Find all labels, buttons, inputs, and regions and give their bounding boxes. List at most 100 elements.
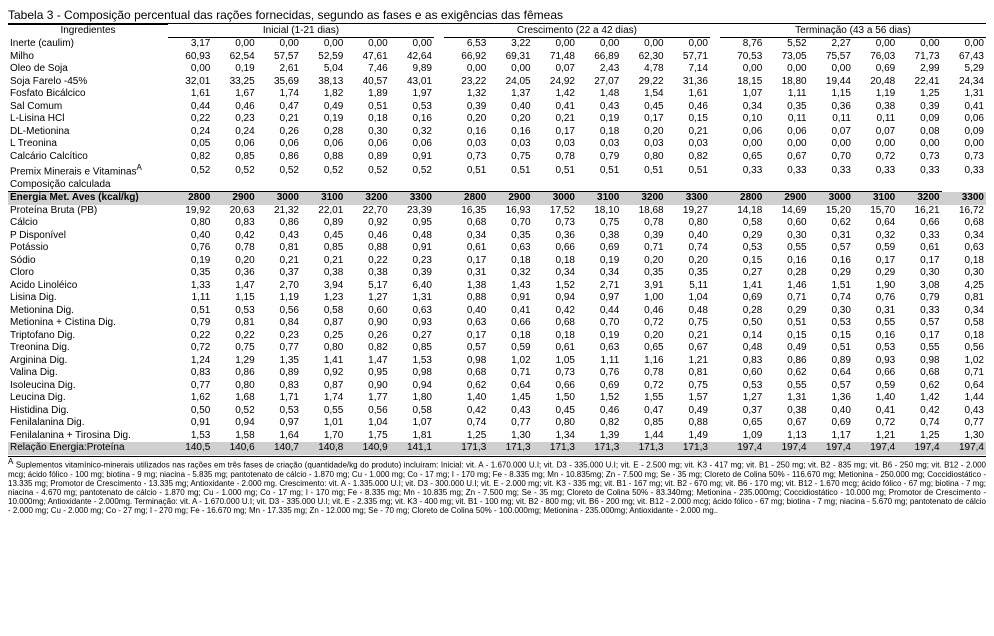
table-row: DL-Metionina0,240,240,260,280,300,320,16… (8, 126, 986, 139)
cell: 0,00 (764, 138, 808, 151)
cell: 1,13 (764, 430, 808, 443)
cell: 0,63 (942, 242, 986, 255)
cell: 0,44 (168, 101, 212, 114)
table-row: Isoleucina Dig.0,770,800,830,870,900,940… (8, 380, 986, 393)
cell: 0,71 (942, 367, 986, 380)
cell: 0,71 (621, 242, 665, 255)
cell: 3,94 (301, 280, 345, 293)
row-label: Triptofano Dig. (8, 330, 168, 343)
cell: 14,69 (764, 205, 808, 218)
cell: 0,00 (533, 38, 577, 51)
cell: 0,35 (764, 101, 808, 114)
cell: 0,80 (301, 342, 345, 355)
cell: 0,23 (212, 113, 256, 126)
cell: 1,90 (853, 280, 897, 293)
cell: 52,59 (301, 51, 345, 64)
table-row: Soja Farelo -45%32,0133,2535,6938,1340,5… (8, 76, 986, 89)
cell: 3,22 (488, 38, 532, 51)
cell: 0,21 (257, 113, 301, 126)
cell: 0,11 (764, 113, 808, 126)
cell: 1,54 (621, 88, 665, 101)
cell: 1,31 (390, 292, 434, 305)
cell: 0,66 (897, 217, 941, 230)
cell: 23,39 (390, 205, 434, 218)
cell: 0,48 (720, 342, 764, 355)
cell: 0,00 (301, 38, 345, 51)
cell: 141,1 (390, 442, 434, 455)
cell: 0,38 (764, 405, 808, 418)
cell: 1,11 (168, 292, 212, 305)
cell: 3300 (666, 192, 710, 205)
cell: 1,30 (942, 430, 986, 443)
cell: 0,21 (257, 255, 301, 268)
cell: 0,61 (533, 342, 577, 355)
cell: 2800 (444, 192, 488, 205)
cell: 0,43 (577, 101, 621, 114)
cell: 0,64 (809, 367, 853, 380)
cell: 0,36 (809, 101, 853, 114)
row-label: Treonina Dig. (8, 342, 168, 355)
cell: 0,40 (168, 230, 212, 243)
cell: 0,61 (897, 242, 941, 255)
cell: 0,87 (301, 380, 345, 393)
cell: 0,68 (897, 367, 941, 380)
cell: 0,35 (621, 267, 665, 280)
cell: 0,06 (720, 126, 764, 139)
cell: 0,03 (488, 138, 532, 151)
cell: 0,00 (621, 38, 665, 51)
cell: 0,18 (942, 330, 986, 343)
cell: 5,11 (666, 280, 710, 293)
cell: 0,49 (666, 405, 710, 418)
cell: 0,53 (212, 305, 256, 318)
cell: 0,24 (168, 126, 212, 139)
cell: 0,00 (809, 63, 853, 76)
cell: 1,55 (621, 392, 665, 405)
cell: 0,55 (301, 405, 345, 418)
cell: 1,44 (621, 430, 665, 443)
cell: 0,28 (720, 305, 764, 318)
cell: 0,51 (345, 101, 389, 114)
cell: 0,64 (942, 380, 986, 393)
cell: 0,30 (345, 126, 389, 139)
cell: 47,61 (345, 51, 389, 64)
cell: 0,90 (345, 380, 389, 393)
cell: 66,92 (444, 51, 488, 64)
cell: 1,31 (942, 88, 986, 101)
cell: 0,75 (666, 380, 710, 393)
cell: 0,37 (720, 405, 764, 418)
cell: 0,76 (853, 292, 897, 305)
cell: 0,46 (212, 101, 256, 114)
cell: 0,41 (853, 405, 897, 418)
cell: 0,65 (720, 417, 764, 430)
table-row: Óleo de Soja0,000,192,615,047,469,890,00… (8, 63, 986, 76)
cell: 69,31 (488, 51, 532, 64)
cell: 0,18 (533, 330, 577, 343)
cell: 0,45 (301, 230, 345, 243)
cell: 0,67 (764, 417, 808, 430)
cell: 71,48 (533, 51, 577, 64)
cell: 43,01 (390, 76, 434, 89)
cell: 17,52 (533, 205, 577, 218)
cell: 0,19 (212, 63, 256, 76)
cell: 0,83 (257, 380, 301, 393)
cell: 3300 (942, 192, 986, 205)
cell: 197,4 (942, 442, 986, 455)
cell: 0,72 (621, 380, 665, 393)
cell: 0,07 (853, 126, 897, 139)
cell: 3,17 (168, 38, 212, 51)
cell: 0,34 (942, 305, 986, 318)
cell: 1,15 (212, 292, 256, 305)
row-label: Cálcio (8, 217, 168, 230)
cell: 0,19 (577, 113, 621, 126)
cell: 140,9 (345, 442, 389, 455)
cell: 0,51 (764, 317, 808, 330)
cell: 0,09 (942, 126, 986, 139)
cell: 1,11 (577, 355, 621, 368)
cell: 0,80 (168, 217, 212, 230)
cell: 0,31 (444, 267, 488, 280)
table-row: Triptofano Dig.0,220,220,230,250,260,270… (8, 330, 986, 343)
cell: 197,4 (764, 442, 808, 455)
row-label: Energia Met. Aves (kcal/kg) (8, 192, 168, 205)
cell: 0,05 (168, 138, 212, 151)
cell: 18,15 (720, 76, 764, 89)
